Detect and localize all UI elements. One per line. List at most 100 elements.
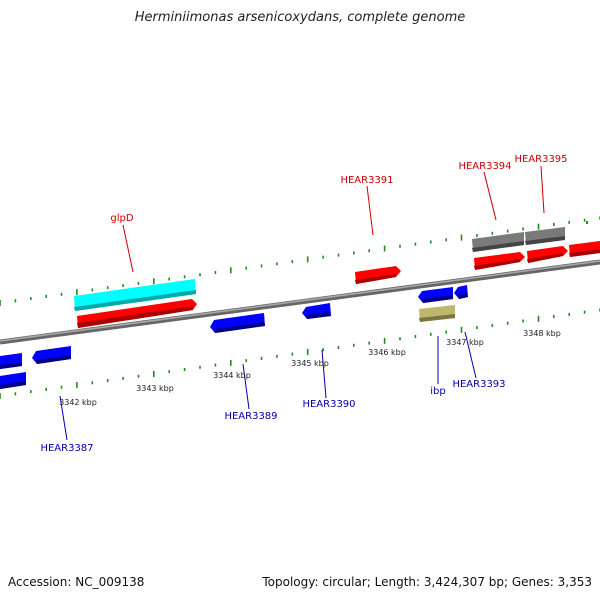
scale-guide-tick	[214, 363, 217, 367]
gene-hear3394-forward[interactable]	[474, 252, 525, 270]
forward-guide-tick	[14, 299, 17, 303]
forward-guide-tick	[230, 267, 232, 274]
forward-guide-tick	[245, 266, 247, 270]
forward-guide-tick	[199, 273, 201, 277]
forward-guide-tick	[383, 245, 386, 252]
genome-backbone-highlight	[0, 260, 600, 342]
forward-guide-tick	[583, 218, 586, 222]
genome-summary-text: Topology: circular; Length: 3,424,307 bp…	[262, 575, 592, 589]
forward-guide-tick	[460, 234, 463, 241]
forward-guide-tick	[168, 277, 170, 281]
gene-forward-edge[interactable]	[569, 241, 600, 257]
scale-guide-tick	[491, 323, 494, 327]
scale-guide-tick	[476, 326, 478, 330]
accession-text: Accession: NC_009138	[8, 575, 145, 589]
forward-guide-tick	[45, 295, 47, 298]
scale-tick-label: 3343 kbp	[136, 384, 174, 393]
forward-guide-tick	[368, 249, 370, 253]
scale-tick-label: 3347 kbp	[446, 338, 484, 347]
forward-guide-tick	[399, 244, 401, 248]
label-hear3393: HEAR3393	[452, 379, 505, 390]
gene-hear3393-b[interactable]	[454, 285, 468, 299]
scale-guide-tick	[337, 346, 340, 349]
gene-hear3395-forward[interactable]	[527, 246, 568, 263]
forward-dotted-guide	[0, 216, 600, 306]
forward-guide-tick	[414, 242, 417, 246]
forward-guide-tick	[214, 271, 217, 274]
forward-guide-tick	[76, 289, 78, 296]
scale-guide-tick	[583, 310, 586, 314]
scale-tick-label: 3345 kbp	[291, 359, 329, 368]
scale-guide-tick	[106, 379, 109, 383]
scale-guide-tick	[414, 335, 417, 338]
gene-hear3389[interactable]	[210, 313, 265, 333]
forward-guide-tick	[491, 231, 494, 235]
gene-glpd-rna[interactable]	[74, 279, 196, 311]
forward-guide-tick	[60, 292, 63, 296]
gene-ibp[interactable]	[419, 305, 455, 322]
gene-hear3387[interactable]	[32, 346, 71, 364]
forward-guide-tick	[30, 297, 32, 301]
forward-guide-tick	[322, 255, 324, 259]
gene-hear3395-pseudo[interactable]	[525, 227, 565, 245]
scale-guide-tick	[30, 390, 32, 394]
scale-guide-tick	[568, 312, 570, 316]
scale-guide-tick	[230, 359, 232, 366]
scale-guide-tick	[0, 393, 1, 399]
scale-guide-tick	[537, 315, 540, 322]
scale-guide-tick	[553, 315, 555, 319]
forward-guide-tick	[306, 256, 309, 263]
forward-guide-tick	[553, 223, 555, 226]
scale-guide-tick	[168, 370, 170, 374]
gene-hear3387-b[interactable]	[0, 372, 26, 389]
forward-guide-tick	[568, 220, 570, 224]
gene-glpd-forward[interactable]	[77, 299, 197, 328]
forward-guide-tick	[291, 260, 294, 264]
scale-guide-tick	[430, 332, 432, 336]
genome-backbone	[0, 259, 600, 345]
label-hear3395: HEAR3395	[514, 154, 567, 165]
scale-guide-tick	[76, 382, 78, 388]
scale-guide-tick	[383, 337, 386, 344]
forward-guide-tick	[153, 278, 155, 285]
forward-guide-tick	[476, 233, 478, 237]
scale-tick-label: 3348 kbp	[523, 329, 561, 338]
scale-guide-tick	[153, 370, 155, 377]
gene-hear3393-a[interactable]	[418, 287, 453, 303]
scale-guide-tick	[183, 368, 186, 371]
label-glpd: glpD	[110, 213, 133, 224]
gene-forward-edge-dashes	[586, 221, 588, 224]
scale-guide-tick	[291, 352, 294, 356]
forward-guide-tick	[260, 264, 263, 268]
forward-guide-tick	[106, 286, 109, 290]
scale-guide-tick	[522, 319, 524, 323]
forward-guide-tick	[276, 262, 278, 266]
scale-guide-tick	[45, 387, 47, 391]
scale-tick-label: 3344 kbp	[213, 371, 251, 380]
gene-hear3387-a[interactable]	[0, 353, 22, 369]
gene-hear3391[interactable]	[355, 266, 401, 284]
scale-guide-tick	[353, 343, 355, 347]
forward-guide-tick	[91, 288, 94, 292]
gene-hear3390[interactable]	[302, 303, 331, 319]
scale-guide-tick	[399, 337, 401, 341]
forward-guide-tick	[183, 275, 186, 279]
map-title: Herminiimonas arsenicoxydans, complete g…	[134, 10, 466, 25]
gene-hear3394-pseudo[interactable]	[472, 232, 524, 252]
scale-tick-label: 3342 kbp	[59, 398, 97, 407]
forward-guide-tick	[537, 223, 540, 230]
forward-guide-tick	[430, 240, 432, 244]
label-leaders	[59, 165, 545, 441]
scale-guide-tick	[91, 381, 94, 385]
scale-guide-tick	[122, 376, 124, 380]
scale-guide-tick	[368, 341, 370, 345]
forward-guide-tick	[506, 229, 509, 233]
forward-guide-tick	[337, 253, 340, 257]
scale-guide-tick	[245, 359, 247, 363]
label-hear3390: HEAR3390	[302, 399, 355, 410]
forward-guide-tick	[122, 284, 124, 288]
forward-guide-tick	[137, 281, 140, 285]
scale-guide-tick	[60, 385, 63, 389]
